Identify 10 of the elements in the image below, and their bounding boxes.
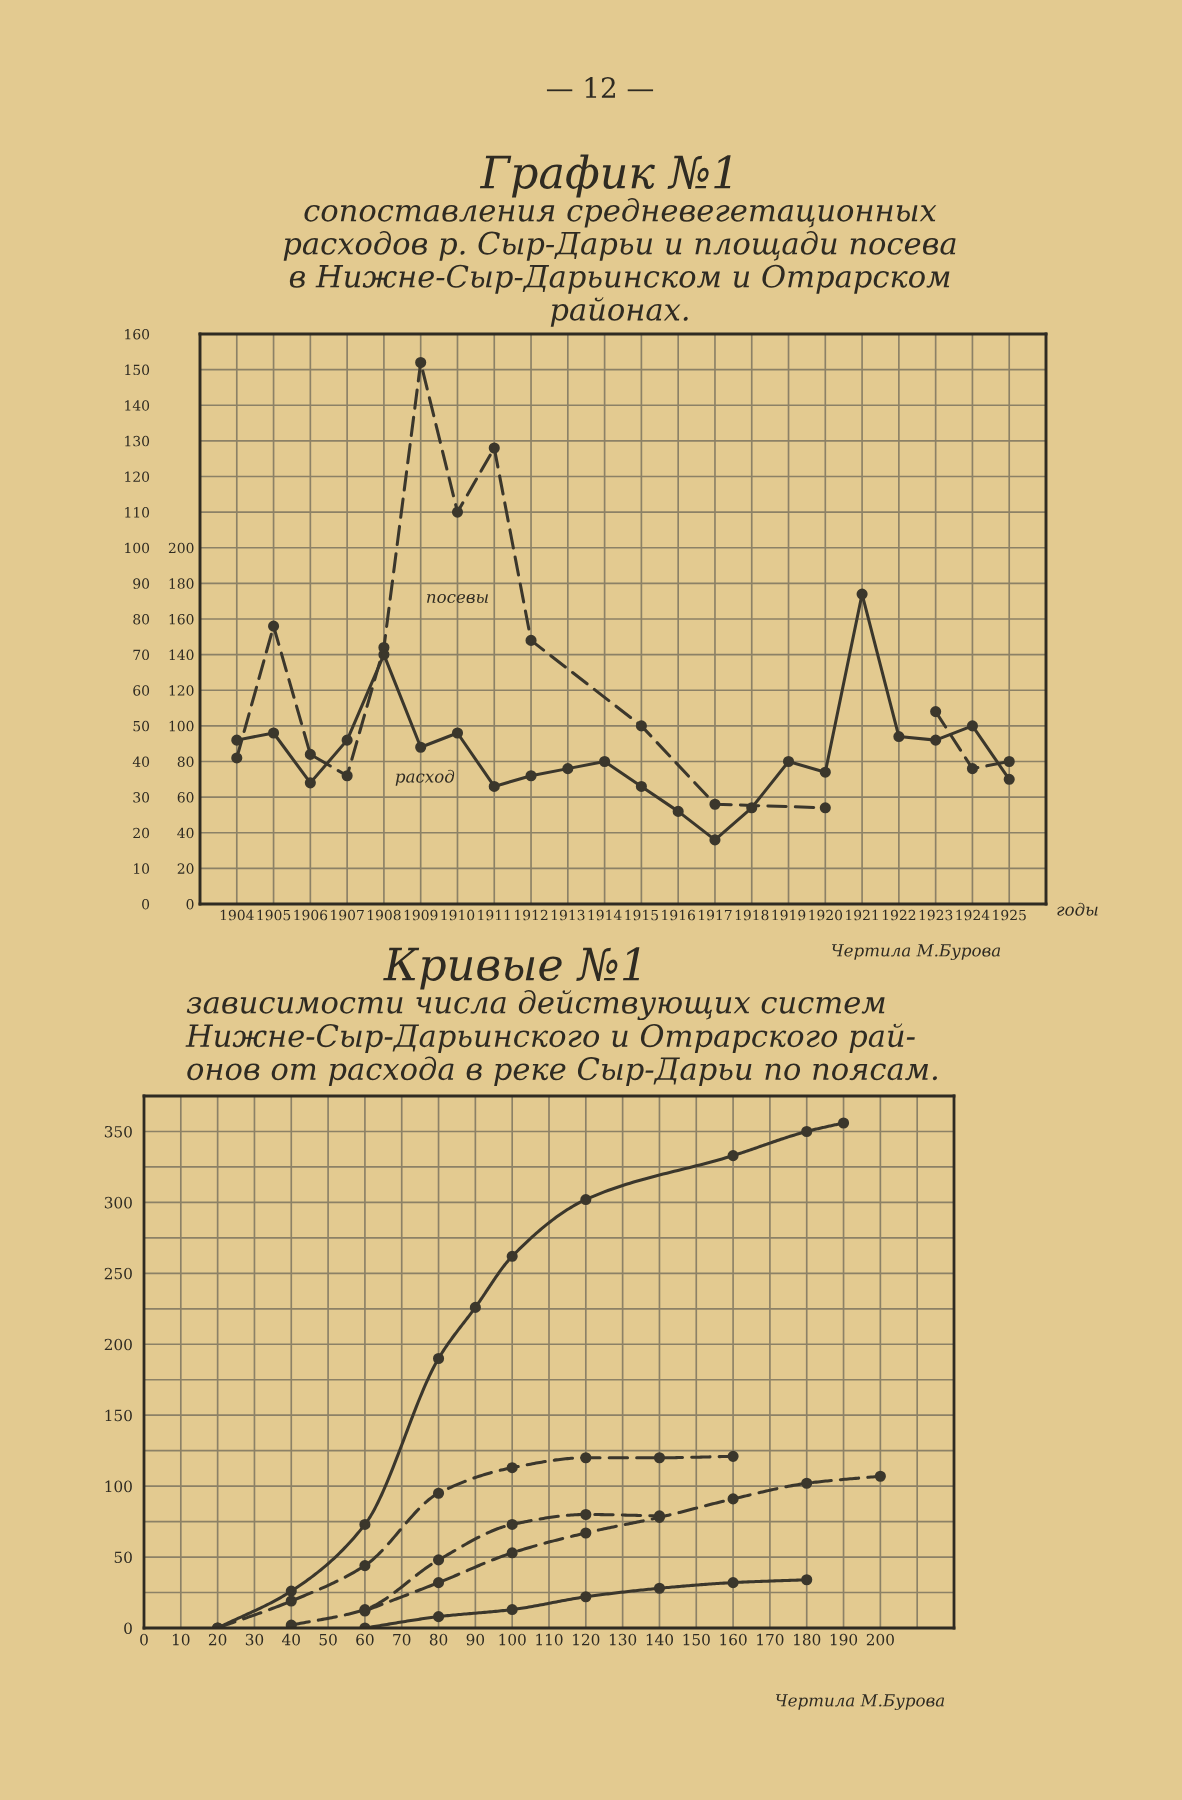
text: — 12 — [546,77,654,98]
series-label: расход [395,769,455,786]
chart-title: График №1 [479,154,731,198]
text: Чертила М.Бурова [775,1694,945,1711]
chart-subtitle: сопоставления средневегетационных расходов р. Сыр-Дарьи и площади посева в Нижне-Сыр-Дарьинском и Отрарском районах. [283,198,956,327]
chart-title: Кривые №1 [383,947,640,990]
text: Чертила М.Бурова [831,944,1001,961]
chart-subtitle: зависимости числа действующих систем Нижне-Сыр-Дарьинского и Отрарского рай- онов от расхода в реке Сыр-Дарьи по поясам. [185,990,937,1087]
x-axis-title: годы [1057,902,1098,916]
text: посевы [427,593,488,604]
